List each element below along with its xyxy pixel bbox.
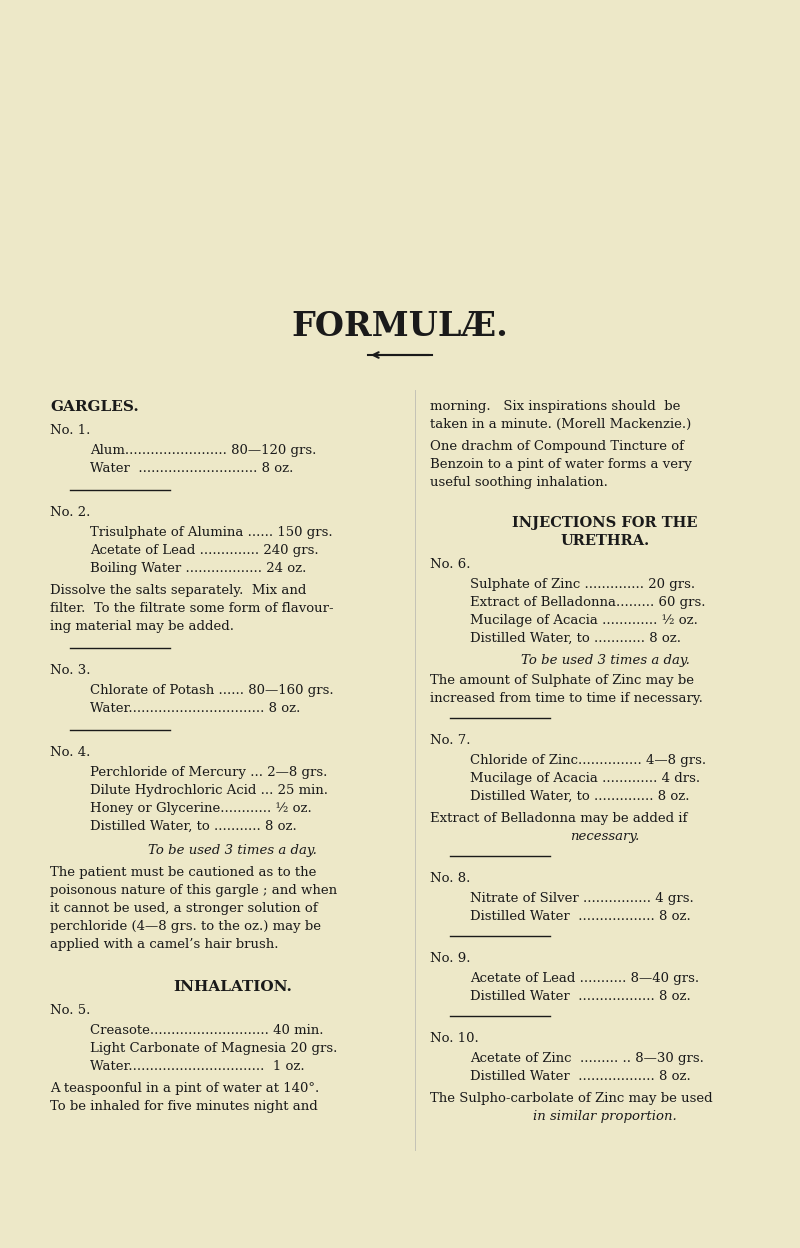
Text: Dilute Hydrochloric Acid ... 25 min.: Dilute Hydrochloric Acid ... 25 min. <box>90 784 328 797</box>
Text: ing material may be added.: ing material may be added. <box>50 620 234 633</box>
Text: Extract of Belladonna may be added if: Extract of Belladonna may be added if <box>430 812 687 825</box>
Text: Chloride of Zinc............... 4—8 grs.: Chloride of Zinc............... 4—8 grs. <box>470 754 706 768</box>
Text: Distilled Water, to .............. 8 oz.: Distilled Water, to .............. 8 oz. <box>470 790 690 802</box>
Text: necessary.: necessary. <box>570 830 640 842</box>
Text: Dissolve the salts separately.  Mix and: Dissolve the salts separately. Mix and <box>50 584 306 597</box>
Text: INJECTIONS FOR THE: INJECTIONS FOR THE <box>512 515 698 530</box>
Text: Honey or Glycerine............ ½ oz.: Honey or Glycerine............ ½ oz. <box>90 802 312 815</box>
Text: Light Carbonate of Magnesia 20 grs.: Light Carbonate of Magnesia 20 grs. <box>90 1042 338 1055</box>
Text: Mucilage of Acacia ............. 4 drs.: Mucilage of Acacia ............. 4 drs. <box>470 773 700 785</box>
Text: in similar proportion.: in similar proportion. <box>533 1109 677 1123</box>
Text: No. 8.: No. 8. <box>430 872 470 885</box>
Text: No. 5.: No. 5. <box>50 1003 90 1017</box>
Text: To be used 3 times a day.: To be used 3 times a day. <box>521 654 690 666</box>
Text: Water................................ 8 oz.: Water................................ 8 … <box>90 701 300 715</box>
Text: To be inhaled for five minutes night and: To be inhaled for five minutes night and <box>50 1099 318 1113</box>
Text: No. 1.: No. 1. <box>50 424 90 437</box>
Text: it cannot be used, a stronger solution of: it cannot be used, a stronger solution o… <box>50 902 318 915</box>
Text: poisonous nature of this gargle ; and when: poisonous nature of this gargle ; and wh… <box>50 884 337 897</box>
Text: applied with a camel’s hair brush.: applied with a camel’s hair brush. <box>50 938 278 951</box>
Text: perchloride (4—8 grs. to the oz.) may be: perchloride (4—8 grs. to the oz.) may be <box>50 920 321 934</box>
Text: morning.   Six inspirations should  be: morning. Six inspirations should be <box>430 401 680 413</box>
Text: Chlorate of Potash ...... 80—160 grs.: Chlorate of Potash ...... 80—160 grs. <box>90 684 334 696</box>
Text: Acetate of Lead ........... 8—40 grs.: Acetate of Lead ........... 8—40 grs. <box>470 972 699 985</box>
Text: Water  ............................ 8 oz.: Water ............................ 8 oz. <box>90 462 294 475</box>
Text: Benzoin to a pint of water forms a very: Benzoin to a pint of water forms a very <box>430 458 692 470</box>
Text: The Sulpho-carbolate of Zinc may be used: The Sulpho-carbolate of Zinc may be used <box>430 1092 713 1104</box>
Text: GARGLES.: GARGLES. <box>50 401 138 414</box>
Text: Acetate of Zinc  ......... .. 8—30 grs.: Acetate of Zinc ......... .. 8—30 grs. <box>470 1052 704 1065</box>
Text: Distilled Water, to ............ 8 oz.: Distilled Water, to ............ 8 oz. <box>470 631 681 645</box>
Text: Creasote............................ 40 min.: Creasote............................ 40 … <box>90 1025 323 1037</box>
Text: Extract of Belladonna......... 60 grs.: Extract of Belladonna......... 60 grs. <box>470 597 706 609</box>
Text: URETHRA.: URETHRA. <box>561 534 650 548</box>
Text: Distilled Water  .................. 8 oz.: Distilled Water .................. 8 oz. <box>470 990 690 1003</box>
Text: No. 9.: No. 9. <box>430 952 470 965</box>
Text: Water................................  1 oz.: Water................................ 1 … <box>90 1060 305 1073</box>
Text: No. 3.: No. 3. <box>50 664 90 676</box>
Text: Trisulphate of Alumina ...... 150 grs.: Trisulphate of Alumina ...... 150 grs. <box>90 525 333 539</box>
Text: The patient must be cautioned as to the: The patient must be cautioned as to the <box>50 866 316 879</box>
Text: Perchloride of Mercury ... 2—8 grs.: Perchloride of Mercury ... 2—8 grs. <box>90 766 327 779</box>
Text: Distilled Water  .................. 8 oz.: Distilled Water .................. 8 oz. <box>470 1070 690 1083</box>
Text: No. 10.: No. 10. <box>430 1032 478 1045</box>
Text: A teaspoonful in a pint of water at 140°.: A teaspoonful in a pint of water at 140°… <box>50 1082 319 1094</box>
Text: The amount of Sulphate of Zinc may be: The amount of Sulphate of Zinc may be <box>430 674 694 686</box>
Text: Boiling Water .................. 24 oz.: Boiling Water .................. 24 oz. <box>90 562 306 575</box>
Text: Sulphate of Zinc .............. 20 grs.: Sulphate of Zinc .............. 20 grs. <box>470 578 695 592</box>
Text: To be used 3 times a day.: To be used 3 times a day. <box>148 844 317 857</box>
Text: Alum........................ 80—120 grs.: Alum........................ 80—120 grs. <box>90 444 316 457</box>
Text: useful soothing inhalation.: useful soothing inhalation. <box>430 475 608 489</box>
Text: FORMULÆ.: FORMULÆ. <box>291 310 509 343</box>
Text: No. 4.: No. 4. <box>50 746 90 759</box>
Text: Distilled Water, to ........... 8 oz.: Distilled Water, to ........... 8 oz. <box>90 820 297 832</box>
Text: INHALATION.: INHALATION. <box>173 980 292 993</box>
Text: No. 6.: No. 6. <box>430 558 470 572</box>
Text: No. 2.: No. 2. <box>50 505 90 519</box>
Text: No. 7.: No. 7. <box>430 734 470 748</box>
Text: One drachm of Compound Tincture of: One drachm of Compound Tincture of <box>430 441 684 453</box>
Text: Mucilage of Acacia ............. ½ oz.: Mucilage of Acacia ............. ½ oz. <box>470 614 698 626</box>
Text: taken in a minute. (Morell Mackenzie.): taken in a minute. (Morell Mackenzie.) <box>430 418 691 431</box>
Text: filter.  To the filtrate some form of flavour-: filter. To the filtrate some form of fla… <box>50 602 334 615</box>
Text: increased from time to time if necessary.: increased from time to time if necessary… <box>430 691 703 705</box>
Text: Distilled Water  .................. 8 oz.: Distilled Water .................. 8 oz. <box>470 910 690 924</box>
Text: Nitrate of Silver ................ 4 grs.: Nitrate of Silver ................ 4 grs… <box>470 892 694 905</box>
Text: Acetate of Lead .............. 240 grs.: Acetate of Lead .............. 240 grs. <box>90 544 318 557</box>
